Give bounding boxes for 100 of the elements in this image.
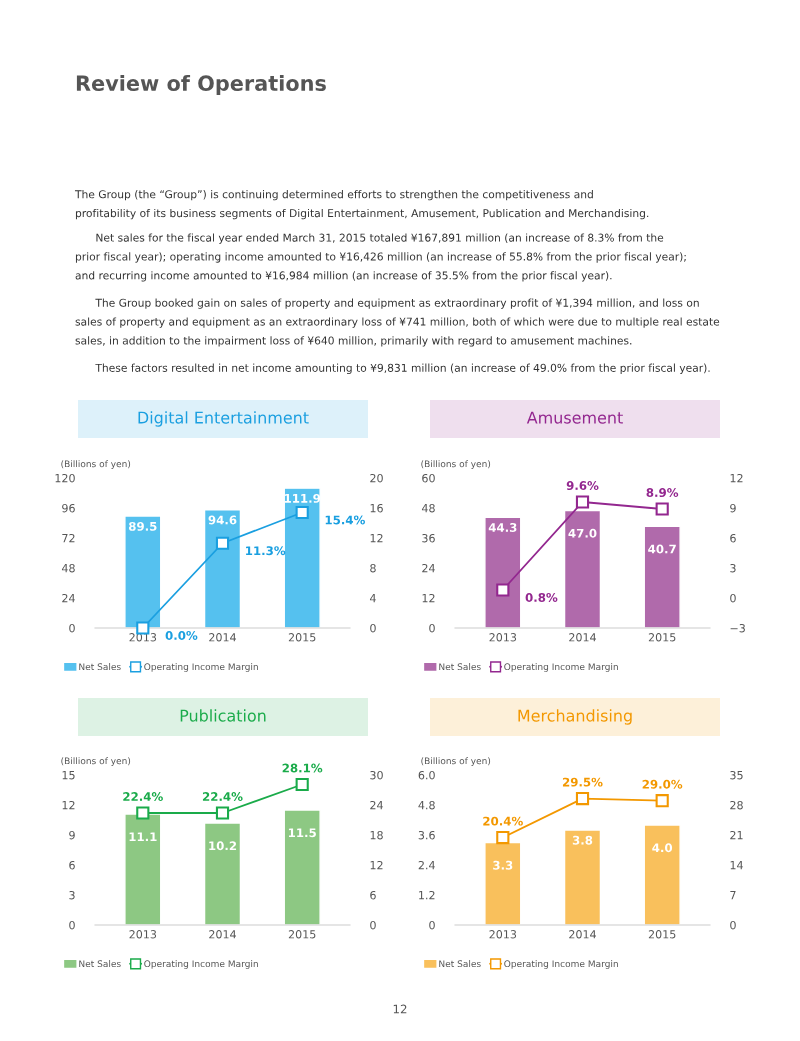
data-label: 8.9%	[646, 488, 679, 497]
legend-label: Net Sales	[79, 960, 121, 968]
text: Net sales for the fiscal year ended March 31, 2015 totaled ¥167,891 million (an increase of 8.3% from the prior fiscal year); operating income amounted to ¥16,426 million (an increase of 55.8% from the prior fiscal year); and recurring income amounted to ¥16,984 million (an increase of 35.5% from the prior fiscal year).	[75, 233, 686, 282]
point	[215, 536, 230, 550]
y2-tick-label: 3	[730, 563, 736, 573]
y2-tick-label: 0	[370, 920, 376, 930]
data-label: 0.0%	[165, 630, 198, 640]
text: These factors resulted in net income amounting to ¥9,831 million (an increase of 49.0% from the prior fiscal year).	[95, 363, 710, 374]
y-tick-label: 0	[429, 623, 435, 633]
y-tick-label: 4.8	[418, 800, 435, 810]
x-tick-label: 2013	[489, 930, 517, 939]
chart-title: Publication	[180, 709, 266, 722]
bar	[643, 824, 681, 925]
y2-tick-label: 6	[730, 533, 736, 543]
chart-title: Amusement	[526, 411, 623, 424]
y2-tick-label: 4	[369, 594, 376, 603]
y-tick-label: 0	[69, 920, 75, 930]
y2-tick-label: 35	[730, 770, 743, 780]
y-tick-label: 12	[422, 593, 435, 603]
y2-tick-label: 12	[370, 533, 383, 543]
legend-label: Net Sales	[439, 663, 481, 671]
chart-title: Merchandising	[518, 709, 632, 725]
data-label: 20.4%	[483, 816, 523, 826]
data-label: 11.1	[129, 832, 157, 842]
text: Review of Operations	[76, 74, 326, 96]
bar	[563, 829, 602, 925]
data-label: 29.5%	[562, 777, 603, 787]
y-tick-label: 6	[69, 860, 75, 870]
y-tick-label: 60	[422, 473, 435, 483]
point	[575, 791, 590, 806]
point	[575, 495, 590, 509]
y-tick-label: 3.6	[418, 830, 435, 840]
x-tick-label: 2015	[288, 633, 316, 642]
x-tick-label: 2014	[569, 930, 597, 939]
chart-title: Digital Entertainment	[138, 411, 309, 427]
y2-tick-label: 6	[370, 890, 376, 900]
data-label: 22.4%	[202, 792, 243, 801]
bar	[203, 509, 242, 628]
legend-label: Operating Income Margin	[504, 960, 618, 969]
y2-tick-label: 28	[730, 800, 743, 810]
x-tick-label: 2015	[648, 930, 676, 939]
y2-tick-label: 21	[730, 830, 743, 840]
data-label: 3.8	[572, 835, 593, 845]
y-tick-label: 96	[62, 503, 75, 513]
y-axis-title: (Billions of yen)	[61, 757, 131, 766]
y2-tick-label: 24	[370, 800, 383, 810]
data-label: 47.0	[568, 528, 597, 538]
bar	[643, 525, 681, 628]
data-label: 11.5	[288, 828, 316, 838]
x-tick-label: 2014	[569, 633, 597, 642]
y-tick-label: 72	[62, 533, 75, 543]
x-tick-label: 2014	[209, 930, 237, 939]
y2-tick-label: 30	[370, 770, 383, 780]
y2-tick-label: 7	[730, 891, 736, 900]
y-tick-label: 0	[69, 623, 75, 633]
y2-tick-label: 0	[730, 920, 736, 930]
y2-tick-label: 0	[370, 623, 376, 633]
x-tick-label: 2013	[129, 930, 157, 939]
legend-label: Operating Income Margin	[144, 663, 258, 672]
data-label: 10.2	[209, 841, 237, 851]
y-tick-label: 1.2	[419, 890, 435, 900]
y-axis-title: (Billions of yen)	[421, 757, 491, 766]
x-tick-label: 2015	[648, 633, 676, 642]
y-tick-label: 2.4	[418, 860, 435, 870]
y-tick-label: 0	[429, 920, 435, 930]
y2-tick-label: −3	[730, 623, 745, 633]
data-label: 4.0	[652, 843, 673, 853]
y2-tick-label: 8	[370, 563, 376, 573]
data-label: 94.6	[208, 515, 237, 525]
y2-tick-label: 9	[730, 503, 736, 513]
data-label: 9.6%	[566, 481, 599, 490]
legend-label: Operating Income Margin	[504, 663, 618, 672]
legend-label: Operating Income Margin	[144, 960, 258, 969]
y-tick-label: 15	[62, 771, 75, 780]
point	[496, 830, 510, 845]
x-tick-label: 2015	[288, 930, 316, 939]
x-tick-label: 2013	[489, 633, 517, 642]
y-axis-title: (Billions of yen)	[421, 460, 491, 469]
y-tick-label: 36	[422, 533, 435, 543]
y-tick-label: 48	[61, 563, 75, 573]
text: 12	[393, 1004, 407, 1014]
y-tick-label: 24	[62, 593, 75, 603]
point	[655, 502, 669, 516]
point	[655, 794, 669, 808]
x-tick-label: 2014	[209, 633, 237, 642]
y2-tick-label: 16	[370, 503, 383, 513]
data-label: 44.3	[488, 523, 517, 532]
text: The Group booked gain on sales of property and equipment as extraordinary profit of ¥1,394 million, and loss on sales of property and equipment as an extraordinary loss of ¥741 million, both of which were due to multiple real estate sales, in addition to the impairment loss of ¥640 million, primarily with regard to amusement machines.	[75, 298, 720, 347]
legend-label: Net Sales	[439, 960, 481, 968]
y2-tick-label: 12	[730, 473, 743, 483]
y-tick-label: 6.0	[418, 770, 435, 780]
data-label: 40.7	[648, 544, 676, 554]
data-label: 29.0%	[642, 779, 683, 789]
point	[295, 505, 309, 520]
data-label: 22.4%	[123, 792, 163, 801]
y-tick-label: 3	[69, 890, 75, 900]
y2-tick-label: 18	[370, 830, 383, 840]
y2-tick-label: 20	[370, 473, 383, 483]
bar	[484, 516, 522, 628]
y-tick-label: 12	[62, 800, 75, 810]
